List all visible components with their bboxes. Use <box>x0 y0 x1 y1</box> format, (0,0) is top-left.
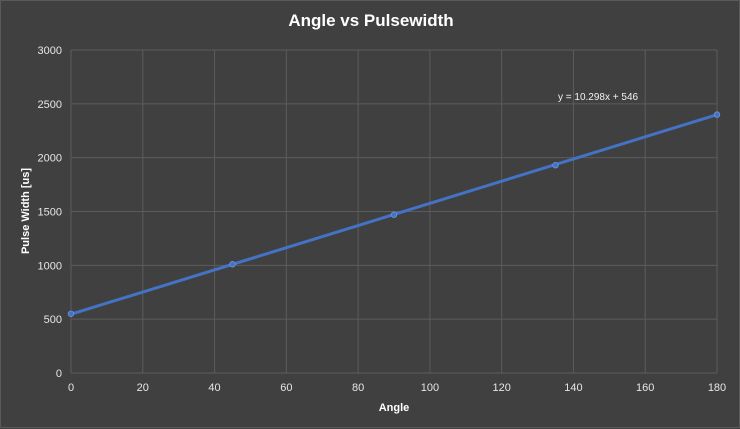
x-tick-label: 60 <box>280 382 292 394</box>
x-tick-label: 160 <box>636 382 654 394</box>
grid-layer <box>70 49 718 374</box>
y-tick-label: 500 <box>44 314 62 326</box>
data-point <box>390 211 398 218</box>
data-point <box>67 310 75 317</box>
tick-labels-layer: 0 500 1000 1500 2000 2500 3000 0 20 40 60 80 100 120 1… <box>38 45 727 394</box>
x-tick-label: 0 <box>68 382 74 394</box>
chart-title: Angle vs Pulsewidth <box>288 11 454 30</box>
y-tick-label: 3000 <box>38 45 62 57</box>
x-tick-label: 120 <box>492 382 510 394</box>
y-tick-label: 2000 <box>38 153 62 165</box>
data-point <box>713 111 721 118</box>
x-tick-label: 100 <box>421 382 439 394</box>
x-tick-label: 180 <box>708 382 726 394</box>
y-tick-label: 1000 <box>38 260 62 272</box>
x-tick-label: 20 <box>137 382 149 394</box>
data-points-layer <box>67 111 721 317</box>
y-tick-label: 2500 <box>38 99 62 111</box>
x-tick-label: 40 <box>208 382 220 394</box>
trendline-equation-label: y = 10.298x + 546 <box>558 92 639 103</box>
x-tick-label: 80 <box>352 382 364 394</box>
y-axis-label: Pulse Width [us] <box>20 168 32 254</box>
x-axis-label: Angle <box>379 402 410 414</box>
y-tick-label: 1500 <box>38 207 62 219</box>
y-tick-label: 0 <box>56 368 62 380</box>
x-tick-label: 140 <box>564 382 582 394</box>
data-point <box>229 261 236 268</box>
data-point <box>552 162 559 169</box>
